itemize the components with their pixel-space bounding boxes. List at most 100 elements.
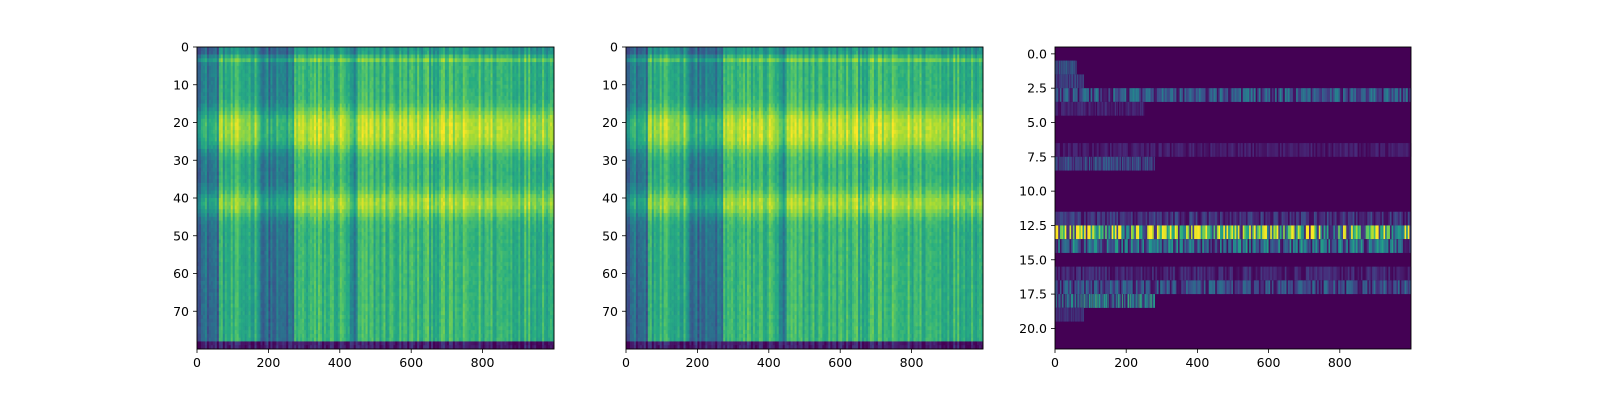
heatmap-cell [300, 66, 302, 70]
heatmap-cell [508, 100, 510, 104]
heatmap-cell [282, 134, 284, 138]
heatmap-cell [407, 70, 409, 74]
heatmap-cell [366, 55, 368, 59]
heatmap-cell [342, 73, 344, 77]
heatmap-cell [544, 92, 546, 96]
heatmap-cell [223, 130, 225, 134]
heatmap-cell [270, 70, 272, 74]
heatmap-cell [324, 51, 326, 55]
heatmap-cell [360, 55, 362, 59]
heatmap-cell [502, 107, 504, 111]
heatmap-cell [348, 85, 350, 89]
heatmap-cell [217, 100, 219, 104]
heatmap-cell [294, 96, 296, 100]
heatmap-cell [366, 77, 368, 81]
heatmap-cell [264, 141, 266, 145]
heatmap-cell [199, 141, 201, 145]
heatmap-cell [306, 149, 308, 153]
heatmap-cell [502, 141, 504, 145]
heatmap-cell [270, 58, 272, 62]
heatmap-cell [294, 134, 296, 138]
heatmap-cell [258, 145, 260, 149]
heatmap-cell [508, 55, 510, 59]
heatmap-cell [455, 104, 457, 108]
heatmap-cell [437, 58, 439, 62]
heatmap-cell [247, 100, 249, 104]
heatmap-cell [276, 138, 278, 142]
heatmap-cell [211, 141, 213, 145]
heatmap-cell [473, 130, 475, 134]
heatmap-cell [217, 81, 219, 85]
heatmap-cell [306, 100, 308, 104]
heatmap-cell [407, 138, 409, 142]
heatmap-cell [211, 55, 213, 59]
heatmap-cell [473, 107, 475, 111]
heatmap-cell [241, 111, 243, 115]
heatmap-cell [258, 47, 260, 51]
heatmap-cell [342, 104, 344, 108]
heatmap-cell [437, 85, 439, 89]
heatmap-cell [300, 141, 302, 145]
heatmap-cell [413, 96, 415, 100]
heatmap-cell [342, 66, 344, 70]
heatmap-cell [389, 107, 391, 111]
heatmap-cell [461, 66, 463, 70]
heatmap-cell [526, 96, 528, 100]
heatmap-cell [372, 104, 374, 108]
heatmap-cell [419, 81, 421, 85]
heatmap-cell [247, 51, 249, 55]
heatmap-cell [229, 85, 231, 89]
heatmap-cell [294, 100, 296, 104]
heatmap-cell [288, 89, 290, 93]
heatmap-cell [407, 100, 409, 104]
heatmap-cell [443, 145, 445, 149]
heatmap-cell [205, 134, 207, 138]
heatmap-cell [491, 51, 493, 55]
heatmap-cell [413, 70, 415, 74]
heatmap-cell [217, 70, 219, 74]
heatmap-cell [473, 126, 475, 130]
heatmap-cell [241, 145, 243, 149]
heatmap-cell [413, 141, 415, 145]
heatmap-cell [330, 138, 332, 142]
heatmap-cell [348, 123, 350, 127]
heatmap-cell [479, 66, 481, 70]
heatmap-cell [389, 145, 391, 149]
heatmap-cell [229, 119, 231, 123]
heatmap-cell [491, 55, 493, 59]
heatmap-cell [502, 123, 504, 127]
heatmap-cell [437, 66, 439, 70]
heatmap-cell [449, 149, 451, 153]
heatmap-cell [348, 100, 350, 104]
heatmap-cell [247, 81, 249, 85]
heatmap-cell [449, 85, 451, 89]
heatmap-cell [377, 145, 379, 149]
heatmap-cell [354, 96, 356, 100]
heatmap-1 [197, 47, 554, 349]
heatmap-cell [485, 58, 487, 62]
heatmap-cell [330, 47, 332, 51]
heatmap-cell [526, 66, 528, 70]
heatmap-cell [413, 47, 415, 51]
heatmap-cell [235, 141, 237, 145]
heatmap-cell [496, 126, 498, 130]
heatmap-cell [443, 89, 445, 93]
heatmap-cell [496, 111, 498, 115]
heatmap-cell [253, 62, 255, 66]
heatmap-cell [336, 51, 338, 55]
heatmap-cell [443, 81, 445, 85]
heatmap-cell [324, 62, 326, 66]
heatmap-cell [389, 130, 391, 134]
heatmap-cell [312, 130, 314, 134]
heatmap-cell [223, 123, 225, 127]
heatmap-cell [437, 119, 439, 123]
heatmap-cell [479, 73, 481, 77]
heatmap-cell [443, 123, 445, 127]
heatmap-cell [401, 89, 403, 93]
heatmap-cell [431, 47, 433, 51]
heatmap-cell [467, 115, 469, 119]
heatmap-cell [401, 85, 403, 89]
heatmap-cell [520, 104, 522, 108]
heatmap-cell [241, 138, 243, 142]
heatmap-cell [425, 85, 427, 89]
